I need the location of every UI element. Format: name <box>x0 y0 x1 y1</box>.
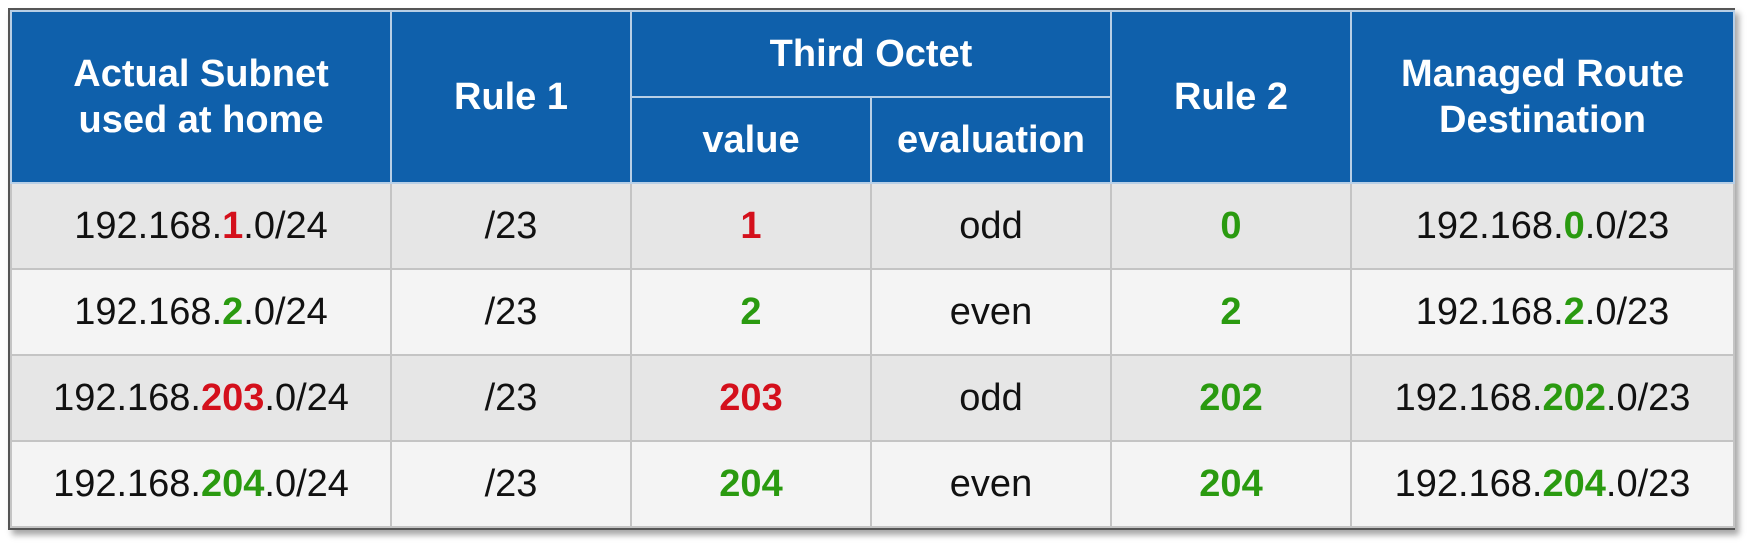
cell-rule-2: 204 <box>1110 440 1352 528</box>
subnet-table: Actual Subnet used at home Rule 1 Third … <box>10 10 1735 528</box>
table-row: 192.168.203.0/24 /23 203 odd 202 192.168… <box>10 354 1735 442</box>
subnet-octet: 1 <box>222 204 244 247</box>
cell-value: 203 <box>630 354 872 442</box>
table-row: 192.168.2.0/24 /23 2 even 2 192.168.2.0/… <box>10 268 1735 356</box>
cell-actual-subnet: 192.168.204.0/24 <box>10 440 392 528</box>
dest-octet: 204 <box>1542 462 1606 505</box>
cell-evaluation: odd <box>870 354 1112 442</box>
header-value: value <box>630 96 872 184</box>
cell-value: 2 <box>630 268 872 356</box>
cell-actual-subnet: 192.168.1.0/24 <box>10 182 392 270</box>
subnet-table-frame: Actual Subnet used at home Rule 1 Third … <box>8 8 1735 530</box>
cell-rule-1: /23 <box>390 268 632 356</box>
cell-rule-2: 0 <box>1110 182 1352 270</box>
header-rule-2: Rule 2 <box>1110 10 1352 184</box>
header-managed-route-destination: Managed Route Destination <box>1350 10 1735 184</box>
subnet-octet: 204 <box>200 462 265 505</box>
cell-rule-2: 202 <box>1110 354 1352 442</box>
header-dest-line2: Destination <box>1439 99 1646 141</box>
cell-rule-1: /23 <box>390 182 632 270</box>
header-third-octet: Third Octet <box>630 10 1112 98</box>
header-evaluation: evaluation <box>870 96 1112 184</box>
cell-evaluation: odd <box>870 182 1112 270</box>
dest-octet: 2 <box>1563 290 1585 333</box>
dest-octet: 0 <box>1563 204 1585 247</box>
header-actual-subnet: Actual Subnet used at home <box>10 10 392 184</box>
header-actual-subnet-line2: used at home <box>78 99 324 141</box>
cell-value: 204 <box>630 440 872 528</box>
cell-destination: 192.168.2.0/23 <box>1350 268 1735 356</box>
cell-value: 1 <box>630 182 872 270</box>
cell-destination: 192.168.204.0/23 <box>1350 440 1735 528</box>
cell-destination: 192.168.0.0/23 <box>1350 182 1735 270</box>
cell-rule-1: /23 <box>390 440 632 528</box>
cell-destination: 192.168.202.0/23 <box>1350 354 1735 442</box>
cell-rule-2: 2 <box>1110 268 1352 356</box>
subnet-octet: 2 <box>222 290 244 333</box>
dest-octet: 202 <box>1542 376 1606 419</box>
header-rule-1: Rule 1 <box>390 10 632 184</box>
header-actual-subnet-line1: Actual Subnet <box>73 53 329 95</box>
cell-rule-1: /23 <box>390 354 632 442</box>
cell-actual-subnet: 192.168.2.0/24 <box>10 268 392 356</box>
header-dest-line1: Managed Route <box>1401 53 1684 95</box>
subnet-octet: 203 <box>200 376 265 419</box>
cell-evaluation: even <box>870 440 1112 528</box>
cell-evaluation: even <box>870 268 1112 356</box>
cell-actual-subnet: 192.168.203.0/24 <box>10 354 392 442</box>
table-row: 192.168.1.0/24 /23 1 odd 0 192.168.0.0/2… <box>10 182 1735 270</box>
table-row: 192.168.204.0/24 /23 204 even 204 192.16… <box>10 440 1735 528</box>
